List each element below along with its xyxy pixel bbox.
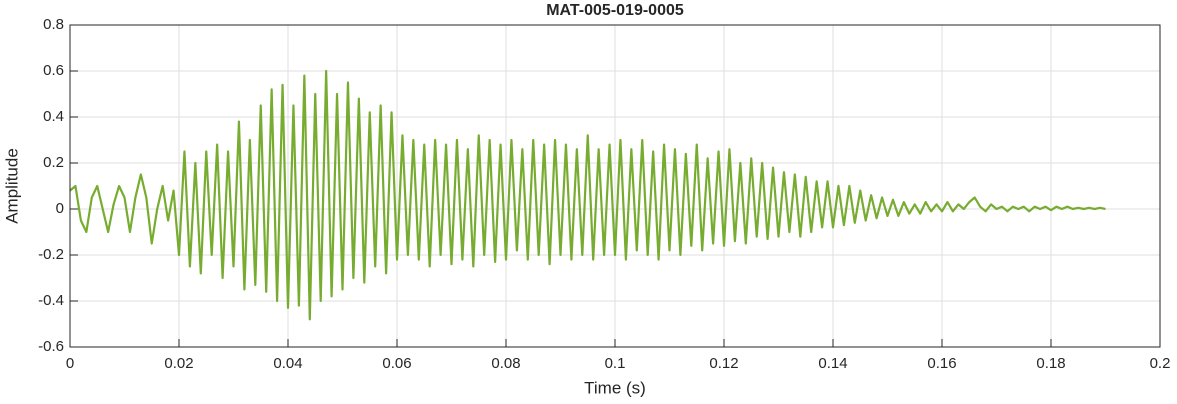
x-tick-label: 0.14: [818, 355, 847, 372]
x-tick-label: 0.08: [491, 355, 520, 372]
x-tick-label: 0.12: [709, 355, 738, 372]
x-tick-label: 0.2: [1150, 355, 1171, 372]
x-axis-label: Time (s): [584, 378, 646, 397]
x-tick-label: 0.02: [164, 355, 193, 372]
y-tick-label: 0.2: [43, 154, 64, 171]
y-tick-label: 0.8: [43, 16, 64, 33]
y-tick-label: 0.6: [43, 62, 64, 79]
y-axis-label: Amplitude: [2, 148, 21, 224]
plot-frame: [69, 24, 1161, 348]
y-tick-label: 0: [56, 200, 64, 217]
x-tick-label: 0.1: [605, 355, 626, 372]
line-series: [69, 69, 1106, 321]
y-tick-label: -0.4: [38, 292, 64, 309]
y-tick-label: -0.6: [38, 338, 64, 355]
y-tick-label: -0.2: [38, 246, 64, 263]
x-tick-label: 0.18: [1036, 355, 1065, 372]
chart-title: MAT-005-019-0005: [546, 2, 684, 19]
y-tick-label: 0.4: [43, 108, 64, 125]
x-tick-label: 0.06: [382, 355, 411, 372]
x-tick-label: 0.04: [273, 355, 302, 372]
x-tick-label: 0: [66, 355, 74, 372]
x-tick-label: 0.16: [927, 355, 956, 372]
